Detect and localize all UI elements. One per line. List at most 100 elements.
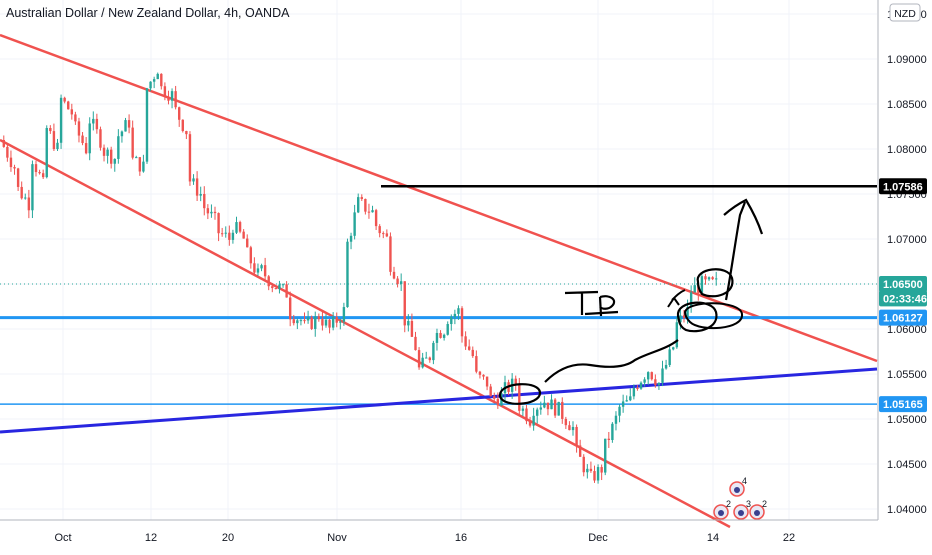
- candle-body[interactable]: [546, 402, 550, 410]
- candle-body[interactable]: [288, 297, 292, 320]
- candle-body[interactable]: [281, 284, 285, 286]
- candle-body[interactable]: [109, 149, 113, 164]
- channel-upper-line[interactable]: [0, 33, 878, 363]
- candle-body[interactable]: [74, 114, 77, 122]
- candle-body[interactable]: [475, 356, 478, 372]
- candle-body[interactable]: [425, 357, 428, 359]
- candle-body[interactable]: [693, 285, 696, 293]
- candle-body[interactable]: [543, 402, 546, 408]
- candle-body[interactable]: [528, 421, 532, 426]
- candle-body[interactable]: [707, 277, 711, 280]
- candle-body[interactable]: [357, 197, 360, 213]
- candle-body[interactable]: [374, 210, 378, 227]
- candle-body[interactable]: [92, 118, 95, 124]
- candle-body[interactable]: [263, 265, 267, 277]
- candle-body[interactable]: [514, 378, 517, 385]
- candle-body[interactable]: [439, 332, 442, 338]
- candle-body[interactable]: [586, 468, 589, 473]
- candle-body[interactable]: [621, 401, 625, 407]
- candle-body[interactable]: [457, 308, 460, 314]
- candle-body[interactable]: [27, 197, 31, 211]
- candle-body[interactable]: [195, 178, 199, 196]
- candle-body[interactable]: [16, 168, 20, 187]
- candle-body[interactable]: [672, 347, 675, 350]
- candle-body[interactable]: [13, 167, 16, 169]
- candle-body[interactable]: [643, 379, 646, 383]
- candle-body[interactable]: [131, 127, 134, 158]
- candle-body[interactable]: [174, 91, 177, 108]
- candle-body[interactable]: [618, 406, 621, 416]
- candle-body[interactable]: [149, 81, 152, 89]
- candle-body[interactable]: [324, 319, 328, 326]
- candle-body[interactable]: [210, 211, 213, 214]
- candle-body[interactable]: [539, 407, 542, 410]
- candle-body[interactable]: [271, 286, 274, 289]
- candle-body[interactable]: [460, 308, 464, 337]
- candle-body[interactable]: [188, 134, 192, 182]
- candle-body[interactable]: [120, 131, 124, 137]
- candle-body[interactable]: [70, 109, 74, 115]
- candle-body[interactable]: [450, 316, 453, 325]
- candle-body[interactable]: [306, 317, 310, 321]
- candle-body[interactable]: [163, 86, 167, 97]
- candle-body[interactable]: [367, 211, 371, 213]
- candle-body[interactable]: [256, 268, 260, 273]
- candle-body[interactable]: [668, 349, 671, 365]
- candle-body[interactable]: [711, 277, 714, 280]
- candle-body[interactable]: [704, 276, 707, 280]
- candle-body[interactable]: [453, 313, 457, 317]
- candle-body[interactable]: [49, 127, 52, 132]
- candle-body[interactable]: [6, 146, 9, 158]
- candle-body[interactable]: [550, 399, 553, 410]
- candle-body[interactable]: [56, 142, 59, 150]
- candle-body[interactable]: [464, 336, 467, 347]
- event-markers[interactable]: 4 2 3 2: [713, 476, 767, 520]
- candle-body[interactable]: [203, 194, 206, 209]
- candle-body[interactable]: [317, 316, 321, 320]
- candle-body[interactable]: [321, 319, 324, 326]
- ink-arrow-up[interactable]: [723, 198, 764, 301]
- candle-body[interactable]: [389, 236, 392, 272]
- candle-body[interactable]: [181, 119, 184, 132]
- candle-body[interactable]: [682, 315, 686, 318]
- candle-body[interactable]: [339, 321, 342, 323]
- candle-body[interactable]: [95, 118, 99, 130]
- candle-body[interactable]: [593, 471, 596, 481]
- price-tag[interactable]: [879, 178, 927, 195]
- candle-body[interactable]: [607, 438, 611, 441]
- candle-body[interactable]: [414, 336, 417, 351]
- candle-body[interactable]: [41, 173, 45, 178]
- candle-body[interactable]: [532, 415, 535, 426]
- candle-body[interactable]: [664, 364, 668, 369]
- candle-body[interactable]: [686, 306, 689, 318]
- candle-body[interactable]: [561, 401, 564, 419]
- currency-badge[interactable]: NZD: [889, 3, 921, 22]
- candle-body[interactable]: [117, 136, 120, 159]
- candle-body[interactable]: [9, 157, 13, 168]
- candle-body[interactable]: [296, 320, 299, 324]
- candle-body[interactable]: [399, 281, 403, 284]
- candle-body[interactable]: [407, 320, 410, 326]
- candle-body[interactable]: [657, 382, 661, 386]
- candle-body[interactable]: [228, 232, 231, 240]
- candle-body[interactable]: [360, 197, 363, 199]
- candle-body[interactable]: [428, 357, 432, 361]
- candle-body[interactable]: [274, 288, 278, 290]
- ink-wave-path[interactable]: [544, 339, 679, 383]
- candle-body[interactable]: [231, 232, 235, 240]
- candle-body[interactable]: [571, 426, 575, 431]
- candle-body[interactable]: [589, 468, 593, 472]
- candle-body[interactable]: [77, 121, 81, 136]
- candle-body[interactable]: [604, 438, 607, 473]
- candle-body[interactable]: [378, 226, 381, 234]
- candle-body[interactable]: [45, 127, 48, 178]
- candle-body[interactable]: [310, 317, 313, 329]
- candle-body[interactable]: [518, 384, 521, 411]
- candle-body[interactable]: [299, 320, 303, 322]
- candle-body[interactable]: [629, 396, 632, 401]
- candle-body[interactable]: [632, 387, 636, 397]
- candle-body[interactable]: [349, 235, 353, 242]
- ink-circle-1[interactable]: [498, 383, 542, 405]
- candle-body[interactable]: [636, 387, 639, 389]
